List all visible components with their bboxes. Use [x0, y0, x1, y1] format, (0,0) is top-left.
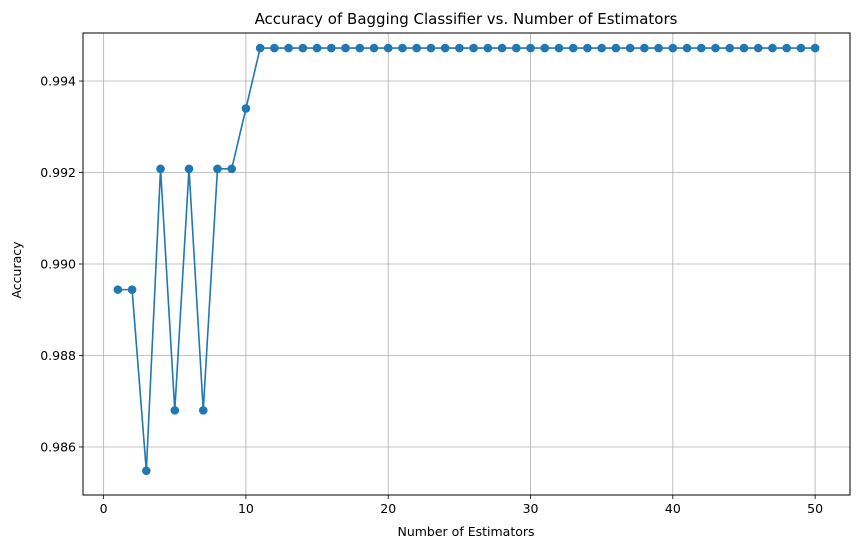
data-point: [583, 43, 592, 53]
data-point: [512, 43, 521, 53]
data-point: [782, 43, 791, 53]
x-tick-label: 10: [238, 501, 254, 516]
x-axis-label: Number of Estimators: [397, 524, 534, 539]
data-point: [369, 43, 379, 53]
data-point: [398, 43, 407, 53]
data-point: [455, 43, 464, 53]
data-point: [142, 466, 151, 476]
data-point: [127, 285, 137, 294]
data-point: [440, 43, 450, 53]
data-point: [383, 43, 393, 53]
data-point: [739, 43, 749, 53]
data-point: [711, 43, 720, 53]
data-point: [483, 43, 493, 53]
y-tick-label: 0.986: [40, 439, 76, 454]
series-group: [113, 43, 820, 476]
x-tick-label: 0: [100, 501, 108, 516]
data-point: [184, 164, 194, 174]
data-point: [298, 43, 308, 53]
data-point: [682, 43, 692, 53]
data-point: [113, 285, 123, 294]
data-point: [213, 164, 222, 174]
data-point: [753, 43, 763, 53]
data-point: [497, 43, 507, 53]
data-point: [725, 43, 735, 53]
y-tick-label: 0.994: [40, 74, 76, 89]
data-point: [796, 43, 806, 53]
data-point: [768, 43, 777, 53]
data-point: [227, 164, 237, 174]
data-point: [526, 43, 535, 53]
data-point: [341, 43, 350, 53]
data-point: [412, 43, 421, 53]
data-point: [426, 43, 436, 53]
data-point: [198, 406, 208, 415]
data-point: [625, 43, 635, 53]
data-point: [241, 104, 251, 113]
data-point: [284, 43, 293, 53]
data-point: [668, 43, 678, 53]
data-point: [554, 43, 564, 53]
data-point: [156, 164, 165, 174]
data-point: [597, 43, 606, 53]
y-axis-label: Accuracy: [9, 241, 24, 299]
data-point: [640, 43, 649, 53]
data-point: [170, 406, 180, 415]
data-point: [696, 43, 706, 53]
y-tick-label: 0.992: [40, 165, 76, 180]
data-point: [611, 43, 621, 53]
data-point: [568, 43, 578, 53]
grid: [83, 33, 850, 495]
chart-title: Accuracy of Bagging Classifier vs. Numbe…: [255, 10, 678, 28]
x-tick-label: 40: [665, 501, 681, 516]
data-point: [540, 43, 550, 53]
data-point: [810, 43, 820, 53]
x-tick-label: 30: [523, 501, 539, 516]
data-point: [654, 43, 663, 53]
ticks: 0 10 20 30 40 50 0.986 0.988 0.990 0.992 0.994: [40, 74, 823, 516]
y-tick-label: 0.988: [40, 348, 76, 363]
x-tick-label: 20: [380, 501, 396, 516]
data-point: [469, 43, 478, 53]
data-point: [270, 43, 279, 53]
data-point: [355, 43, 365, 53]
data-point: [327, 43, 336, 53]
x-tick-label: 50: [807, 501, 823, 516]
data-point: [312, 43, 322, 53]
data-point: [255, 43, 265, 53]
y-tick-label: 0.990: [40, 257, 76, 272]
